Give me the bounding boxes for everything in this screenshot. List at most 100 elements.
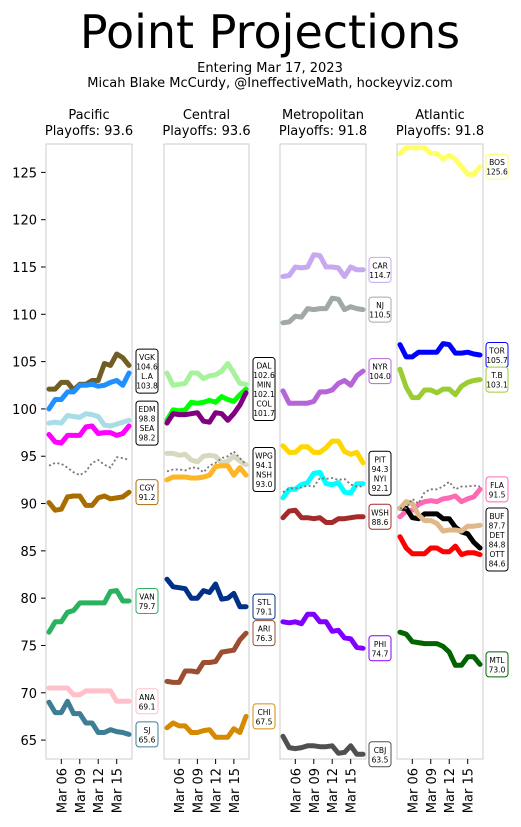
team-end-label-text: CHI [257,708,270,717]
y-tick-label: 110 [12,308,37,323]
panel-title: Pacific [68,108,109,123]
series-line-WPG [164,450,249,468]
team-end-label [252,620,276,647]
team-end-label-text: 91.5 [489,490,506,499]
y-tick-label: 115 [12,261,37,276]
chart-title: Point Projections [80,5,460,59]
series-line-DET [397,499,483,534]
team-end-label-text: 94.1 [256,461,273,470]
team-end-label [135,348,159,394]
chart-subtitle: Entering Mar 17, 2023 [197,61,343,76]
team-end-label-text: 65.6 [139,735,156,744]
team-end-label [368,635,392,662]
team-end-label [485,651,509,678]
team-end-label [485,476,509,503]
team-end-label [368,296,392,323]
team-end-label-text: 79.7 [139,602,156,611]
team-end-label-text: 88.6 [372,518,389,527]
team-end-label-text: 98.2 [139,434,156,443]
panel-playoffs-label: Playoffs: 91.8 [396,124,484,139]
series-line-ARI [164,630,249,685]
team-end-label-text: 92.1 [372,484,389,493]
y-tick-label: 95 [20,450,37,465]
team-end-label-text: FLA [490,481,505,490]
series-line-COL [164,390,249,426]
team-end-label-text: DAL [257,362,273,371]
series-line-WSH [280,507,366,525]
y-tick-label: 125 [12,166,37,181]
team-end-label-text: 102.1 [253,390,275,399]
team-end-label-text: 87.7 [489,521,506,530]
team-end-label-text: 79.1 [256,608,273,617]
team-end-label-text: 103.8 [136,382,158,391]
series-line-PIT [280,438,366,466]
team-end-label-text: WSH [371,508,389,517]
series-line-SJ [46,698,132,737]
team-end-label-text: 67.5 [256,717,273,726]
team-end-label-text: CBJ [374,746,387,755]
team-end-label-text: NYR [372,363,387,372]
series-line-VAN [46,588,132,635]
team-end-label-text: BOS [489,158,505,167]
panel-title: Metropolitan [282,108,364,123]
x-tick-label: Mar 09 [74,768,89,813]
playoffs-line [48,456,130,477]
team-end-label-text: OTT [490,550,505,559]
team-end-label-text: 114.7 [369,271,391,280]
team-end-label [135,688,159,715]
team-end-label [135,587,159,614]
team-end-label [252,703,276,730]
x-tick-label: Mar 09 [191,768,206,813]
series-line-NJ [280,295,366,326]
y-tick-label: 75 [20,639,37,654]
team-end-label-text: PHI [374,640,386,649]
y-tick-label: 120 [12,214,37,229]
series-line-NYR [280,368,366,406]
team-end-label-text: L.A [141,372,154,381]
team-end-label-text: 101.7 [253,409,275,418]
series-line-CGY [46,489,132,513]
team-end-label [368,503,392,530]
team-end-label-text: NJ [376,301,384,310]
x-tick-label: Mar 15 [462,768,477,813]
series-line-CHI [164,713,249,740]
team-end-label-text: COL [256,400,272,409]
team-end-label [135,721,159,748]
playoffs-line [282,477,363,493]
panel-title: Central [183,108,230,123]
team-end-label-text: 93.0 [256,480,273,489]
team-end-label-text: SEA [140,424,155,433]
team-end-label-text: WPG [255,451,273,460]
x-tick-label: Mar 15 [228,768,243,813]
team-end-label-text: 104.6 [136,363,158,372]
series-line-CAR [280,252,366,279]
x-tick-label: Mar 09 [308,768,323,813]
panel-playoffs-label: Playoffs: 91.8 [279,124,367,139]
x-tick-label: Mar 15 [111,768,126,813]
panel-frame [45,143,133,760]
team-end-label [252,593,276,620]
series-line-TOR [397,341,483,360]
playoffs-line [400,480,481,510]
team-end-label-text: 104.0 [369,372,391,381]
team-end-label [368,358,392,385]
series-line-OTT [397,534,483,558]
team-end-label-text: ARI [258,625,271,634]
y-tick-label: 65 [20,734,37,749]
team-end-label-text: SJ [144,726,151,735]
x-tick-label: Mar 09 [425,768,440,813]
chart-credit: Micah Blake McCurdy, @IneffectiveMath, h… [87,76,453,91]
series-line-MTL [397,629,483,668]
team-end-label-text: MTL [489,656,505,665]
team-end-label-text: 63.5 [372,755,389,764]
team-end-label-text: VAN [139,592,154,601]
series-line-PHI [280,611,366,651]
team-end-label-text: T.B [490,371,502,380]
team-end-label-text: 84.6 [489,559,506,568]
team-end-label-text: 105.7 [486,356,508,365]
team-end-label-text: PIT [374,455,386,464]
team-end-label-text: 73.0 [489,665,506,674]
series-line-T.B [397,366,483,401]
series-line-BUF [397,505,483,551]
